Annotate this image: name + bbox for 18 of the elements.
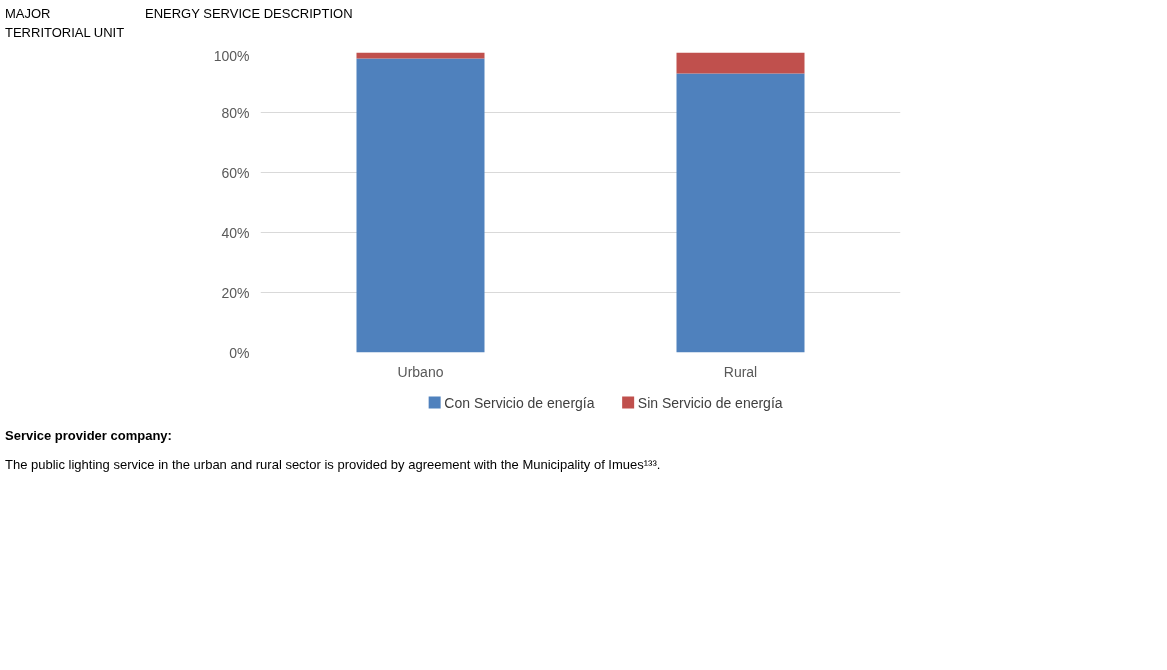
legend-label: Sin Servicio de energía [637, 394, 783, 411]
y-tick-label: 0% [229, 344, 250, 361]
text: ENERGY SERVICE DESCRIPTION [145, 5, 353, 23]
y-tick-label: 80% [221, 104, 250, 121]
bar [676, 52, 805, 74]
text: The public lighting service in the urban and rural sector is provided by agreement with the Municipality of Imues¹³³. [5, 455, 661, 474]
y-tick-label: 40% [221, 224, 250, 241]
y-tick-label: 60% [221, 164, 250, 181]
x-tick-label: Rural [723, 363, 758, 380]
bar [676, 73, 805, 353]
y-tick-label: 20% [221, 284, 250, 301]
bar [356, 58, 485, 353]
bar [356, 52, 485, 59]
legend-label: Con Servicio de energía [444, 394, 595, 411]
text: MAJOR TERRITORIAL UNIT [5, 5, 126, 42]
text: Service provider company: [5, 427, 172, 446]
x-tick-label: Urbano [397, 363, 444, 380]
y-tick-label: 100% [213, 47, 250, 64]
